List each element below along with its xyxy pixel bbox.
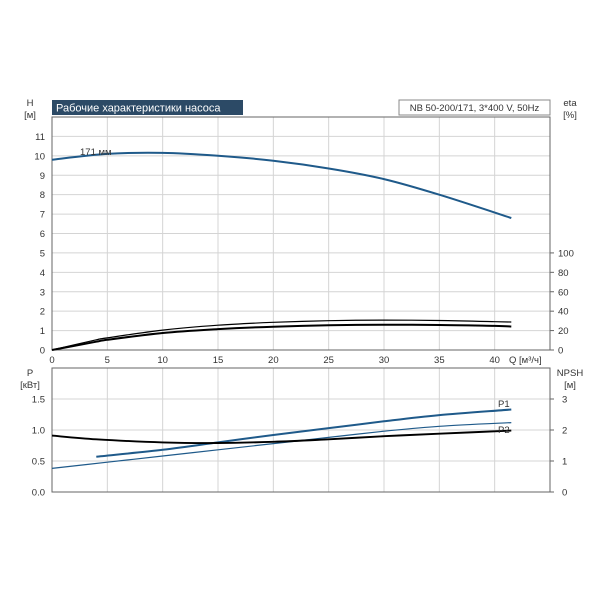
x-tick-label: 30	[379, 355, 390, 366]
y-tick-label: 4	[40, 268, 45, 279]
npsh-tick-label: 1	[562, 457, 567, 468]
y-tick-label: 8	[40, 190, 45, 201]
npsh-tick-label: 2	[562, 426, 567, 437]
y-axis-label-eta: eta	[563, 98, 577, 109]
y-axis-label-p: P	[27, 368, 33, 379]
pump-model-text: NB 50-200/171, 3*400 V, 50Hz	[410, 103, 540, 114]
x-tick-label: 15	[213, 355, 224, 366]
y-tick-label: 1	[40, 326, 45, 337]
pump-model-label: NB 50-200/171, 3*400 V, 50Hz	[398, 99, 551, 116]
y-axis-unit-m: [м]	[24, 110, 36, 121]
y-tick-label: 7	[40, 210, 45, 221]
series-label-p2: P2	[498, 425, 510, 436]
series-line-eta	[51, 323, 512, 351]
x-tick-label: 25	[323, 355, 334, 366]
chart-title-text: Рабочие характеристики насоса	[56, 103, 221, 115]
npsh-tick-label: 3	[562, 395, 567, 406]
y-axis-unit-kw: [кВт]	[20, 380, 40, 391]
p-tick-label: 0.5	[32, 457, 45, 468]
x-tick-label: 0	[49, 355, 54, 366]
series-line-NPSH	[51, 429, 512, 444]
head-efficiency-panel: 0 5 10 15 20 25 30 35 40 0 1 2 3 4 5 6 7 8 9 10 11 0 20 40 60 80 1…	[24, 98, 577, 366]
eta-tick-label: 100	[558, 248, 574, 259]
y-tick-label: 3	[40, 287, 45, 298]
npsh-tick-label: 0	[562, 488, 567, 499]
x-tick-label: 5	[105, 355, 110, 366]
x-tick-label: 35	[434, 355, 445, 366]
y-axis-label-h: H	[27, 98, 34, 109]
p-tick-label: 1.0	[32, 426, 45, 437]
p-tick-label: 0.0	[32, 488, 45, 499]
eta-tick-label: 60	[558, 287, 569, 298]
y-tick-label: 6	[40, 229, 45, 240]
y-tick-label: 10	[34, 151, 45, 162]
curve-annotation-171mm: 171 мм	[80, 147, 112, 158]
series-line-P1	[96, 408, 512, 458]
x-axis-label: Q [м³/ч]	[509, 355, 542, 366]
chart-title-background	[52, 100, 243, 115]
x-tick-label: 20	[268, 355, 279, 366]
y-axis-unit-npsh: [м]	[564, 380, 576, 391]
series-label-p1: P1	[498, 399, 510, 410]
series-line-P2	[51, 422, 512, 469]
x-tick-label: 10	[157, 355, 168, 366]
series-line-head	[51, 151, 512, 219]
y-axis-label-npsh: NPSH	[557, 368, 584, 379]
y-tick-label: 5	[40, 248, 45, 259]
y-axis-unit-eta: [%]	[563, 110, 577, 121]
eta-tick-label: 0	[558, 346, 563, 357]
y-tick-label: 9	[40, 171, 45, 182]
y-tick-label: 2	[40, 307, 45, 318]
series-line-eta_thin	[51, 319, 512, 351]
eta-tick-label: 80	[558, 268, 569, 279]
x-tick-label: 40	[489, 355, 500, 366]
power-npsh-panel: 0.0 0.5 1.0 1.5 0 1 2 3 P[кВт] NPSH[м] P1 P2	[20, 367, 584, 499]
y-tick-label: 11	[35, 132, 45, 143]
pump-model-box	[398, 99, 551, 116]
eta-tick-label: 20	[558, 326, 569, 337]
chart-title: Рабочие характеристики насоса	[52, 100, 243, 115]
top-panel-frame	[51, 116, 551, 351]
y-tick-label: 0	[40, 346, 45, 357]
eta-tick-label: 40	[558, 307, 569, 318]
p-tick-label: 1.5	[32, 395, 45, 406]
